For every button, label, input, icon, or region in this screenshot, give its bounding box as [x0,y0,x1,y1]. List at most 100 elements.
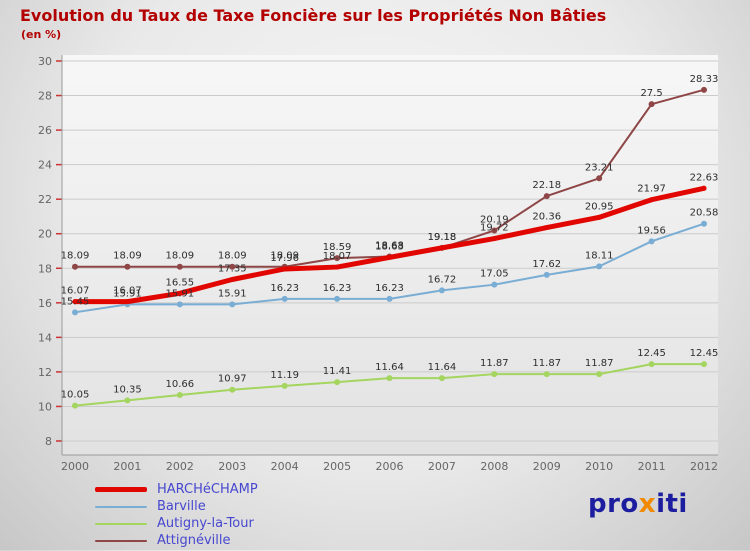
data-label: 19.18 [428,232,457,243]
x-tick-label: 2005 [323,460,351,473]
data-point [701,361,707,368]
data-label: 18.09 [166,251,195,262]
data-point [72,263,78,270]
data-point [334,255,341,262]
data-point [543,371,550,378]
data-label: 11.87 [585,358,614,369]
legend-swatch [95,487,147,492]
data-label: 17.62 [532,259,561,270]
y-tick-label: 28 [38,90,52,103]
data-point [281,295,288,302]
logo-letter: x [638,489,657,519]
x-tick-label: 2004 [271,460,299,473]
data-label: 23.21 [585,162,614,173]
data-point [387,254,392,260]
data-point [648,238,655,245]
data-label: 18.09 [113,251,142,262]
y-tick-label: 18 [38,262,52,275]
data-point [596,263,603,270]
data-label: 11.64 [428,362,457,373]
chart-legend: HARCHéCHAMP Barville Autigny-la-Tour Attign… [95,483,258,551]
y-tick-label: 22 [38,193,52,206]
data-point [229,263,236,270]
data-label: 11.64 [375,362,404,373]
data-label: 20.36 [532,212,561,223]
data-point [701,185,707,191]
data-label: 11.87 [532,358,561,369]
data-point [72,309,78,316]
data-point [282,266,288,272]
y-tick-label: 30 [38,55,52,68]
data-point [596,214,602,220]
data-point [648,361,655,368]
x-tick-label: 2011 [638,460,666,473]
legend-label: HARCHéCHAMP [157,482,258,497]
data-label: 18.59 [323,242,352,253]
data-label: 20.58 [690,208,719,219]
data-point [177,290,183,296]
data-label: 28.33 [690,74,719,85]
data-label: 16.23 [323,283,352,294]
data-point [334,295,341,302]
legend-label: Attignéville [157,533,231,548]
data-point [596,175,603,182]
data-point [544,225,550,231]
data-label: 16.23 [375,283,404,294]
x-tick-label: 2010 [585,460,613,473]
x-tick-label: 2006 [376,460,404,473]
data-label: 18.63 [375,241,404,252]
data-point [124,299,130,305]
data-point [72,299,78,305]
data-label: 19.72 [480,223,509,234]
legend-label: Autigny-la-Tour [157,516,254,531]
data-label: 11.41 [323,366,352,377]
data-label: 11.87 [480,358,509,369]
data-point [386,375,393,382]
data-label: 10.97 [218,374,247,385]
data-point [72,402,78,409]
data-point [438,375,445,382]
y-tick-label: 12 [38,366,52,379]
legend-label: Barville [157,499,206,514]
x-tick-label: 2009 [533,460,561,473]
data-label: 11.19 [270,370,299,381]
data-label: 15.91 [166,288,195,299]
chart-title: Evolution du Taux de Taxe Foncière sur l… [20,6,607,25]
legend-swatch [95,522,147,525]
data-point [543,193,550,200]
logo-letter: iti [656,489,688,519]
data-label: 16.07 [61,286,90,297]
data-label: 18.68 [375,241,404,252]
data-point [649,197,655,203]
legend-item: Autigny-la-Tour [95,517,258,530]
data-point [176,263,183,270]
y-tick-label: 16 [38,297,52,310]
logo-letter: pro [588,489,639,519]
data-point [439,245,445,251]
y-tick-label: 20 [38,228,52,241]
data-point [648,101,655,108]
data-label: 18.09 [218,251,247,262]
data-label: 15.91 [218,288,247,299]
proxiti-logo: proxiti [588,489,688,519]
data-label: 18.11 [585,250,614,261]
legend-item: HARCHéCHAMP [95,483,258,496]
data-label: 19.56 [637,225,666,236]
data-point [334,379,341,386]
data-label: 10.35 [113,384,142,395]
legend-swatch [95,505,147,508]
y-tick-label: 26 [38,124,52,137]
legend-swatch [95,539,147,542]
x-tick-label: 2007 [428,460,456,473]
data-point [701,220,707,227]
data-label: 21.97 [637,184,666,195]
data-point [491,227,498,234]
data-label: 17.35 [218,264,247,275]
data-point [491,281,498,288]
x-tick-label: 2012 [690,460,718,473]
data-point [491,236,497,242]
data-point [229,277,235,282]
data-label: 17.96 [270,253,299,264]
y-tick-label: 8 [45,435,52,448]
